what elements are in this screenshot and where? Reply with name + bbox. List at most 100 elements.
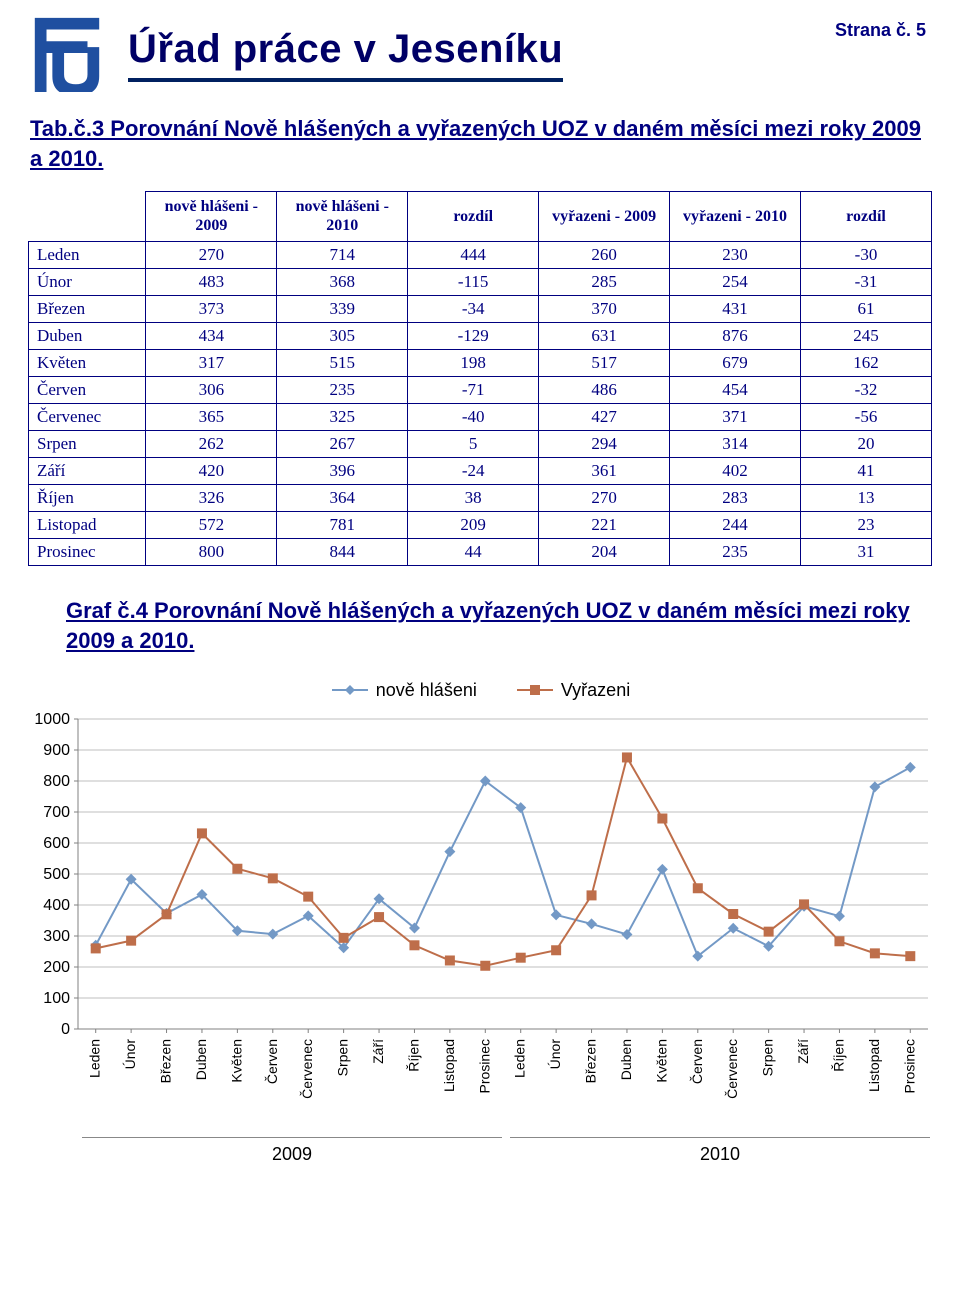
table-cell: 44 (408, 539, 539, 566)
svg-text:Leden: Leden (512, 1039, 528, 1078)
svg-text:Červenec: Červenec (724, 1039, 740, 1099)
table-cell: 325 (277, 404, 408, 431)
table-row: Prosinec8008444420423531 (29, 539, 932, 566)
row-header: Červen (29, 377, 146, 404)
table-cell: -34 (408, 296, 539, 323)
table-cell: -115 (408, 269, 539, 296)
svg-text:Březen: Březen (583, 1039, 599, 1083)
table-cell: 270 (146, 242, 277, 269)
chart-plot: 01002003004005006007008009001000LedenÚno… (28, 709, 934, 1139)
table-cell: 260 (539, 242, 670, 269)
page-number: Strana č. 5 (835, 20, 926, 41)
row-header: Srpen (29, 431, 146, 458)
table-cell: 844 (277, 539, 408, 566)
svg-text:Září: Září (370, 1038, 386, 1063)
col-header: nově hlášeni - 2009 (146, 192, 277, 242)
table-cell: 230 (670, 242, 801, 269)
svg-text:Duben: Duben (193, 1039, 209, 1080)
logo-icon (28, 12, 106, 92)
table-cell: 714 (277, 242, 408, 269)
table-cell: 365 (146, 404, 277, 431)
svg-text:Květen: Květen (228, 1039, 244, 1083)
table-cell: 517 (539, 350, 670, 377)
svg-text:1000: 1000 (34, 711, 70, 728)
svg-text:700: 700 (43, 804, 70, 821)
page-title: Úřad práce v Jeseníku (128, 27, 563, 82)
table-cell: 294 (539, 431, 670, 458)
svg-text:Září: Září (795, 1038, 811, 1063)
table-cell: 420 (146, 458, 277, 485)
table-cell: 317 (146, 350, 277, 377)
table-corner (29, 192, 146, 242)
chart-svg: 01002003004005006007008009001000LedenÚno… (28, 709, 934, 1139)
svg-text:Leden: Leden (87, 1039, 103, 1078)
table-row: Červenec365325-40427371-56 (29, 404, 932, 431)
table-cell: 221 (539, 512, 670, 539)
table-cell: 364 (277, 485, 408, 512)
row-header: Březen (29, 296, 146, 323)
svg-text:400: 400 (43, 897, 70, 914)
table-cell: -32 (800, 377, 931, 404)
row-header: Listopad (29, 512, 146, 539)
x-group-labels: 2009 2010 (78, 1137, 934, 1165)
table-row: Březen373339-3437043161 (29, 296, 932, 323)
svg-text:Prosinec: Prosinec (901, 1039, 917, 1093)
table-cell: -40 (408, 404, 539, 431)
table-cell: 61 (800, 296, 931, 323)
col-header: vyřazeni - 2010 (670, 192, 801, 242)
svg-text:100: 100 (43, 990, 70, 1007)
svg-text:500: 500 (43, 866, 70, 883)
table-cell: 572 (146, 512, 277, 539)
table-cell: -31 (800, 269, 931, 296)
svg-text:300: 300 (43, 928, 70, 945)
svg-text:Červen: Červen (264, 1039, 280, 1084)
table-cell: 361 (539, 458, 670, 485)
svg-text:Únor: Únor (547, 1038, 563, 1069)
chart-container: nově hlášeni Vyřazeni 010020030040050060… (28, 680, 934, 1165)
table-cell: 41 (800, 458, 931, 485)
table-body: Leden270714444260230-30Únor483368-115285… (29, 242, 932, 566)
svg-text:Srpen: Srpen (335, 1039, 351, 1076)
table-cell: -71 (408, 377, 539, 404)
table-cell: -56 (800, 404, 931, 431)
row-header: Prosinec (29, 539, 146, 566)
svg-text:Listopad: Listopad (441, 1039, 457, 1092)
table-cell: 209 (408, 512, 539, 539)
table-cell: 23 (800, 512, 931, 539)
table-cell: 781 (277, 512, 408, 539)
row-header: Červenec (29, 404, 146, 431)
table-cell: 244 (670, 512, 801, 539)
table-cell: 454 (670, 377, 801, 404)
row-header: Únor (29, 269, 146, 296)
svg-text:Listopad: Listopad (866, 1039, 882, 1092)
table-cell: 326 (146, 485, 277, 512)
table-cell: 198 (408, 350, 539, 377)
table-cell: -129 (408, 323, 539, 350)
table-cell: 431 (670, 296, 801, 323)
table-cell: 162 (800, 350, 931, 377)
data-table: nově hlášeni - 2009 nově hlášeni - 2010 … (28, 191, 932, 566)
table-cell: 254 (670, 269, 801, 296)
table-cell: 5 (408, 431, 539, 458)
svg-text:Duben: Duben (618, 1039, 634, 1080)
table-cell: 427 (539, 404, 670, 431)
table-cell: 631 (539, 323, 670, 350)
legend-label: nově hlášeni (376, 680, 477, 701)
table-cell: 262 (146, 431, 277, 458)
table-caption: Tab.č.3 Porovnání Nově hlášených a vyřaz… (30, 114, 932, 173)
table-cell: 267 (277, 431, 408, 458)
table-cell: 314 (670, 431, 801, 458)
table-cell: 396 (277, 458, 408, 485)
svg-text:Únor: Únor (122, 1038, 138, 1069)
table-cell: 306 (146, 377, 277, 404)
table-row: Duben434305-129631876245 (29, 323, 932, 350)
legend-label: Vyřazeni (561, 680, 630, 701)
row-header: Duben (29, 323, 146, 350)
table-cell: 402 (670, 458, 801, 485)
legend-item: nově hlášeni (332, 680, 477, 701)
x-group-label: 2010 (510, 1137, 930, 1165)
table-row: Květen317515198517679162 (29, 350, 932, 377)
table-cell: 370 (539, 296, 670, 323)
legend-marker-icon (517, 683, 553, 697)
col-header: vyřazeni - 2009 (539, 192, 670, 242)
